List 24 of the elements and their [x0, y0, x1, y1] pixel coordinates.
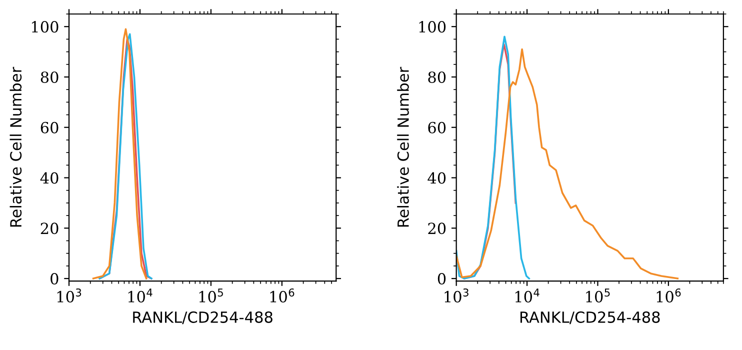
x-tick-label: 10$^{3}$ [57, 288, 82, 302]
y-axis-title: Relative Cell Number [397, 66, 409, 227]
y-tick-label: 80 [40, 71, 58, 84]
y-tick-label: 60 [428, 122, 446, 134]
x-tick-label: 10$^{5}$ [199, 288, 223, 302]
x-tick-label: 10$^{3}$ [444, 288, 468, 302]
x-tick-label: 10$^{6}$ [270, 288, 294, 302]
y-tick-label: 60 [40, 122, 58, 134]
y-tick-label: 20 [428, 222, 446, 234]
y-tick-label: 100 [419, 21, 446, 33]
y-axis-title: Relative Cell Number [10, 66, 22, 227]
y-tick-label: 0 [438, 272, 446, 285]
x-tick-label: 10$^{6}$ [656, 288, 681, 302]
y-tick-label: 40 [40, 172, 58, 184]
y-tick-label: 40 [428, 172, 446, 184]
y-tick-label: 80 [428, 71, 446, 84]
y-tick-label: 0 [50, 272, 58, 285]
x-tick-label: 10$^{4}$ [128, 288, 152, 302]
x-axis-title: RANKL/CD254-488 [520, 311, 660, 324]
x-axis-title: RANKL/CD254-488 [133, 311, 272, 324]
y-tick-label: 20 [40, 222, 58, 234]
y-tick-label: 100 [32, 21, 58, 33]
x-tick-label: 10$^{5}$ [586, 288, 610, 302]
x-tick-label: 10$^{4}$ [515, 288, 540, 302]
